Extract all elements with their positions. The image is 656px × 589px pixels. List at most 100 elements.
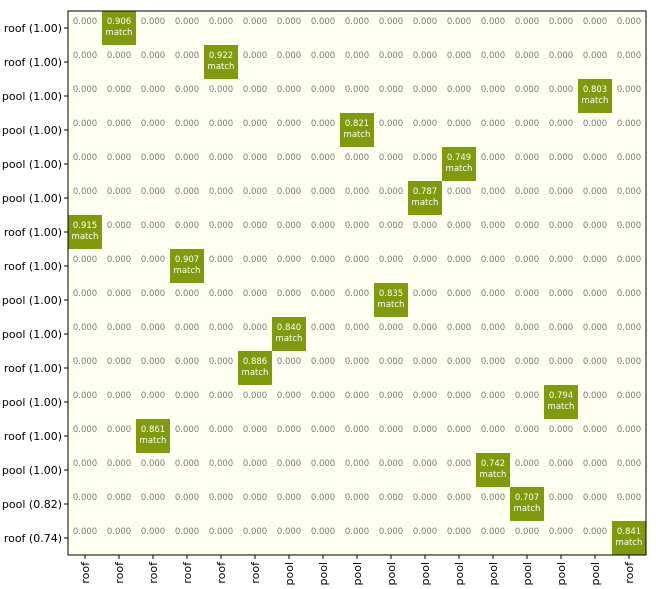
y-tick-label: pool (1.00) (2, 294, 62, 307)
cell-value-label: 0.000 (583, 153, 607, 163)
cell-value-label: 0.000 (243, 289, 267, 299)
cell-value-label: 0.000 (481, 323, 505, 333)
match-cell (238, 351, 272, 385)
y-tick-label: pool (1.00) (2, 158, 62, 171)
cell-value-label: 0.000 (447, 289, 471, 299)
cell-value-label: 0.000 (209, 255, 233, 265)
cell-value-label: 0.000 (175, 459, 199, 469)
cell-value-label: 0.000 (447, 187, 471, 197)
cell-value-label: 0.000 (515, 85, 539, 95)
cell-value-label: 0.000 (515, 425, 539, 435)
cell-value-label: 0.000 (107, 187, 131, 197)
cell-value-label: 0.000 (277, 391, 301, 401)
cell-value-label: 0.000 (277, 221, 301, 231)
y-tick-label: pool (1.00) (2, 124, 62, 137)
x-tick-label: roof (79, 561, 92, 584)
match-label: match (72, 232, 99, 242)
x-tick-label: roof (113, 561, 126, 584)
cell-value-label: 0.000 (345, 527, 369, 537)
x-tick-label: roof (181, 561, 194, 584)
cell-value-label: 0.000 (413, 221, 437, 231)
cell-value-label: 0.000 (447, 323, 471, 333)
match-cell (510, 487, 544, 521)
cell-value-label: 0.000 (175, 323, 199, 333)
cell-value-label: 0.000 (345, 255, 369, 265)
cell-value-label: 0.000 (175, 289, 199, 299)
cell-value-label: 0.000 (175, 119, 199, 129)
match-cell (102, 11, 136, 45)
y-tick-label: roof (1.00) (4, 56, 62, 69)
x-tick-label: pool (419, 562, 432, 586)
cell-value-label: 0.000 (413, 85, 437, 95)
cell-value-label: 0.000 (617, 187, 641, 197)
cell-value-label: 0.000 (141, 187, 165, 197)
cell-value-label: 0.000 (549, 17, 573, 27)
match-value-label: 0.922 (209, 51, 233, 61)
cell-value-label: 0.000 (617, 85, 641, 95)
cell-value-label: 0.000 (617, 323, 641, 333)
cell-value-label: 0.000 (107, 425, 131, 435)
cell-value-label: 0.000 (345, 425, 369, 435)
cell-value-label: 0.000 (175, 357, 199, 367)
match-label: match (446, 164, 473, 174)
cell-value-label: 0.000 (447, 17, 471, 27)
match-value-label: 0.749 (447, 153, 471, 163)
y-tick-label: pool (1.00) (2, 192, 62, 205)
cell-value-label: 0.000 (277, 289, 301, 299)
match-label: match (208, 62, 235, 72)
cell-value-label: 0.000 (277, 425, 301, 435)
cell-value-label: 0.000 (481, 357, 505, 367)
cell-value-label: 0.000 (413, 289, 437, 299)
cell-value-label: 0.000 (311, 323, 335, 333)
match-cell (408, 181, 442, 215)
cell-value-label: 0.000 (379, 459, 403, 469)
cell-value-label: 0.000 (311, 357, 335, 367)
match-label: match (174, 266, 201, 276)
y-tick-label: roof (1.00) (4, 226, 62, 239)
cell-value-label: 0.000 (583, 357, 607, 367)
cell-value-label: 0.000 (107, 323, 131, 333)
match-label: match (276, 334, 303, 344)
cell-value-label: 0.000 (447, 391, 471, 401)
match-value-label: 0.906 (107, 17, 131, 27)
cell-value-label: 0.000 (311, 391, 335, 401)
cell-value-label: 0.000 (447, 221, 471, 231)
cell-value-label: 0.000 (447, 459, 471, 469)
match-label: match (616, 538, 643, 548)
cell-value-label: 0.000 (549, 323, 573, 333)
cell-value-label: 0.000 (345, 17, 369, 27)
x-tick-label: pool (283, 562, 296, 586)
cell-value-label: 0.000 (379, 323, 403, 333)
match-label: match (412, 198, 439, 208)
cell-value-label: 0.000 (277, 51, 301, 61)
x-tick-label: pool (453, 562, 466, 586)
cell-value-label: 0.000 (345, 51, 369, 61)
match-value-label: 0.787 (413, 187, 437, 197)
cell-value-label: 0.000 (311, 255, 335, 265)
cell-value-label: 0.000 (311, 153, 335, 163)
cell-value-label: 0.000 (73, 17, 97, 27)
cell-value-label: 0.000 (311, 187, 335, 197)
y-tick-label: roof (1.00) (4, 362, 62, 375)
x-tick-label: pool (385, 562, 398, 586)
cell-value-label: 0.000 (549, 187, 573, 197)
cell-value-label: 0.000 (73, 527, 97, 537)
cell-value-label: 0.000 (379, 527, 403, 537)
match-value-label: 0.915 (73, 221, 97, 231)
cell-value-label: 0.000 (209, 493, 233, 503)
cell-value-label: 0.000 (107, 289, 131, 299)
cell-value-label: 0.000 (583, 425, 607, 435)
cell-value-label: 0.000 (515, 357, 539, 367)
cell-value-label: 0.000 (515, 289, 539, 299)
cell-value-label: 0.000 (549, 119, 573, 129)
cell-value-label: 0.000 (617, 391, 641, 401)
cell-value-label: 0.000 (379, 493, 403, 503)
cell-value-label: 0.000 (345, 153, 369, 163)
cell-value-label: 0.000 (379, 51, 403, 61)
cell-value-label: 0.000 (617, 255, 641, 265)
cell-value-label: 0.000 (481, 493, 505, 503)
cell-value-label: 0.000 (209, 357, 233, 367)
cell-value-label: 0.000 (379, 425, 403, 435)
cell-value-label: 0.000 (277, 527, 301, 537)
